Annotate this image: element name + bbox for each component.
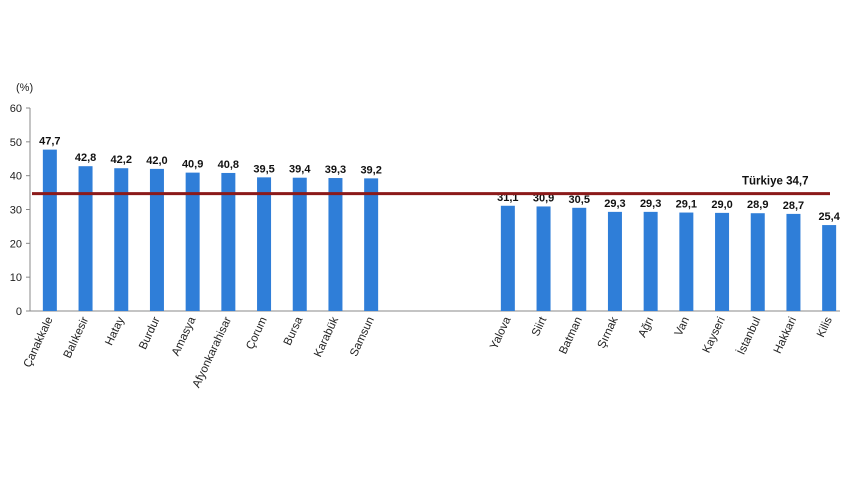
data-label: 40,9: [182, 159, 203, 171]
category-label: Çanakkale: [22, 315, 56, 369]
bar: [607, 211, 622, 311]
category-label: Amasya: [170, 315, 199, 358]
y-axis-unit-label: (%): [16, 82, 33, 94]
category-label: Hatay: [103, 315, 127, 348]
y-axis: 0 10 20 30 40 50 60: [10, 103, 840, 318]
bar: [149, 168, 164, 311]
category-label: Bursa: [282, 315, 306, 348]
bar: [643, 211, 658, 311]
category-label: Karabük: [312, 315, 341, 359]
bar: [221, 172, 236, 311]
y-tick-label: 20: [10, 238, 22, 250]
category-label: Samsun: [348, 315, 377, 358]
category-label: Şırnak: [596, 315, 621, 350]
data-label: 30,5: [569, 194, 590, 206]
category-label: Burdur: [137, 315, 163, 352]
y-tick-label: 30: [10, 205, 22, 217]
bar: [715, 212, 730, 311]
data-label: 42,2: [111, 154, 132, 166]
bar: [114, 168, 129, 311]
data-label: 42,8: [75, 152, 96, 164]
category-label: Kilis: [815, 315, 835, 339]
category-label: Balıkesir: [62, 315, 92, 360]
bar: [822, 225, 837, 311]
bar: [292, 177, 307, 311]
data-label: 40,8: [218, 159, 239, 171]
bar: [500, 205, 515, 311]
y-tick-label: 10: [10, 272, 22, 284]
data-labels: 47,7 42,8 42,2 42,0 40,9 40,8 39,5 39,4 39,3 39,2…: [39, 136, 841, 223]
category-label: Yalova: [488, 315, 514, 352]
bar: [750, 213, 765, 311]
category-label: Çorum: [244, 315, 269, 351]
y-tick-label: 50: [10, 137, 22, 149]
bar: [185, 172, 200, 311]
data-label: 42,0: [146, 155, 167, 167]
turkiye-average-label: Türkiye 34,7: [742, 176, 808, 188]
data-label: 29,1: [676, 199, 697, 211]
data-label: 29,3: [604, 198, 625, 210]
bar: [328, 178, 343, 311]
data-label: 47,7: [39, 136, 60, 148]
bar: [679, 212, 694, 311]
category-label: Hakkari: [772, 315, 799, 355]
category-labels: Çanakkale Balıkesir Hatay Burdur AmasyaAfyon…: [22, 314, 835, 389]
category-label: Siirt: [530, 314, 550, 338]
data-label: 39,4: [289, 164, 311, 176]
y-tick-label: 40: [10, 171, 22, 183]
bar: [786, 213, 801, 311]
category-label: Ağrı: [637, 315, 657, 339]
data-label: 39,2: [360, 164, 381, 176]
data-label: 28,9: [747, 199, 768, 211]
category-label: Van: [673, 315, 692, 338]
data-label: 29,3: [640, 198, 661, 210]
data-label: 29,0: [711, 199, 732, 211]
bar: [364, 178, 379, 311]
bars: [42, 149, 837, 311]
category-label: Batman: [557, 315, 585, 356]
bar: [257, 177, 272, 311]
category-label: Afyonkarahisar: [191, 315, 234, 390]
data-label: 39,3: [325, 164, 346, 176]
bar: [572, 207, 587, 311]
data-label: 30,9: [533, 192, 554, 204]
data-label: 25,4: [818, 211, 840, 223]
turkiye-average-line-group: Türkiye 34,7: [32, 176, 830, 196]
data-label: 28,7: [783, 200, 804, 212]
y-tick-label: 0: [16, 306, 22, 318]
bar: [42, 149, 57, 311]
category-label: İstanbul: [735, 315, 764, 357]
data-label: 39,5: [253, 163, 274, 175]
category-label: Kayseri: [701, 315, 728, 355]
bar: [78, 166, 93, 311]
y-tick-label: 60: [10, 103, 22, 115]
bar: [536, 206, 551, 311]
